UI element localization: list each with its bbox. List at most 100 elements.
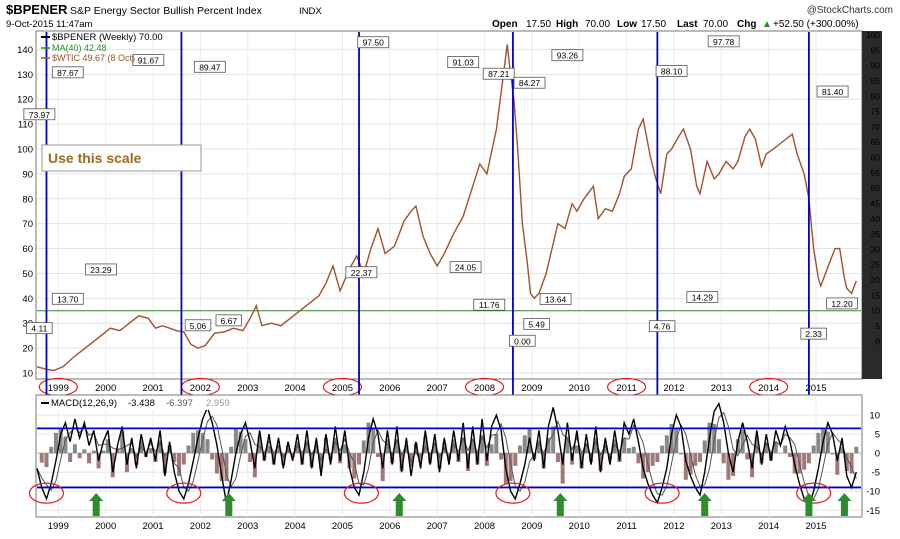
bpener-value-label: 14.29	[692, 293, 714, 303]
chg-label: Chg	[737, 19, 756, 30]
macd-histogram-bar	[726, 453, 731, 480]
macd-histogram-bar	[740, 430, 745, 454]
buy-arrow-icon	[837, 493, 852, 516]
macd-histogram-bar	[437, 453, 442, 469]
macd-tick-label: 10	[869, 411, 880, 422]
macd-histogram-bar	[840, 446, 845, 454]
x-axis-tick-label: 2013	[711, 383, 732, 394]
macd-line	[36, 401, 857, 509]
bpener-value-box	[707, 35, 740, 48]
bpener-value-box	[513, 76, 546, 89]
x-axis-tick-label: 2012	[663, 383, 684, 394]
buy-arrow-icon	[697, 493, 712, 516]
right-axis-tick-label: 10	[871, 306, 881, 316]
bpener-value-label: 6.67	[221, 316, 238, 326]
right-axis-tick-label: 25	[871, 260, 881, 270]
macd-low-circle	[28, 482, 65, 504]
left-axis-tick-label: 60	[22, 244, 33, 255]
macd-histogram-bar	[802, 453, 807, 470]
bpener-value-label: 0.00	[514, 336, 531, 346]
left-axis-tick-label: 50	[22, 269, 33, 280]
x-axis-tick-label: 2003	[237, 383, 258, 394]
macd-histogram-bar	[660, 445, 665, 454]
bpener-value-box	[345, 266, 378, 279]
macd-histogram-bar	[574, 445, 579, 454]
macd-histogram-bar	[849, 453, 854, 474]
scale-note-box	[41, 144, 202, 172]
macd-histogram-bar	[120, 431, 125, 454]
macd-histogram-bar	[702, 440, 707, 454]
macd-legend-bg	[38, 397, 278, 410]
macd-histogram-bar	[300, 453, 305, 465]
buy-arrow-icon	[392, 493, 407, 516]
right-axis-tick-label: 70	[871, 122, 881, 132]
high-value: 70.00	[585, 19, 610, 30]
buy-arrow-icon	[553, 493, 568, 516]
macd-marks	[28, 401, 861, 516]
macd-histogram-bar	[631, 446, 636, 454]
macd-histogram-bar	[854, 446, 859, 454]
x-axis-tick-label: 2006	[379, 383, 400, 394]
macd-histogram-bar	[342, 444, 347, 454]
left-axis-tick-label: 10	[22, 369, 33, 380]
x-axis-tick-label: 2008	[474, 383, 495, 394]
bpener-value-label: 4.76	[654, 322, 671, 332]
right-axis-band	[862, 31, 882, 379]
macd-histogram-bar	[787, 453, 792, 457]
last-label: Last	[677, 19, 698, 30]
bpener-value-label: 5.06	[190, 321, 207, 331]
right-axis-tick-label: 60	[871, 153, 881, 163]
left-axis-tick-label: 40	[22, 294, 33, 305]
open-label: Open	[492, 19, 518, 30]
macd-histogram-bar	[357, 453, 362, 465]
bpener-value-label: 22.37	[351, 268, 373, 278]
macd-histogram-bar	[536, 440, 541, 454]
macd-low-circle	[495, 482, 531, 504]
macd-low-circle	[796, 482, 832, 504]
bpener-value-label: 91.67	[138, 56, 160, 66]
macd-histogram-bar	[181, 453, 186, 465]
macd-x-axis-tick-label: 2010	[569, 521, 590, 532]
macd-histogram-bar	[347, 453, 352, 469]
macd-histogram-bar	[418, 453, 423, 460]
macd-histogram-bar	[276, 445, 281, 454]
bpener-value-label: 24.05	[455, 263, 477, 273]
scale-note-text: Use this scale	[48, 150, 142, 166]
high-label: High	[556, 19, 578, 30]
macd-histogram-bar	[754, 436, 759, 454]
macd-x-axis-tick-label: 2014	[758, 521, 779, 532]
macd-histogram-bar	[404, 445, 409, 454]
macd-histogram-bar	[205, 439, 210, 454]
main-plot-frame	[35, 30, 863, 380]
macd-histogram-bar	[229, 446, 234, 454]
macd-histogram-bar	[91, 450, 96, 454]
macd-low-circle	[166, 482, 202, 504]
macd-histogram-bar	[513, 453, 518, 466]
macd-histogram-bar	[106, 439, 111, 454]
bpener-value-box	[539, 293, 572, 305]
macd-histogram-bar	[129, 448, 134, 454]
macd-histogram-bar	[584, 442, 589, 454]
bpener-value-box	[686, 291, 719, 303]
macd-histogram-bar	[432, 444, 437, 454]
bpener-value-label: 97.50	[363, 38, 385, 48]
macd-histogram-bar	[101, 450, 106, 454]
symbol-description: S&P Energy Sector Bullish Percent Index	[70, 5, 263, 17]
macd-histogram-bar	[612, 439, 617, 454]
bpener-value-box	[482, 67, 515, 80]
right-axis-tick-label: 35	[871, 229, 881, 239]
macd-histogram-bar	[773, 441, 778, 454]
x-axis-tick-label: 1999	[48, 383, 69, 394]
macd-histogram-bar	[110, 453, 115, 478]
bpener-value-box	[23, 108, 56, 121]
macd-histogram-bar	[811, 445, 816, 454]
x-axis-tick-label: 2007	[427, 383, 448, 394]
x-axis-tick-label: 2005	[332, 383, 353, 394]
right-axis-tick-label: 15	[871, 290, 881, 300]
macd-x-axis-tick-label: 2009	[521, 521, 542, 532]
bpener-value-label: 23.29	[90, 265, 112, 275]
macd-histogram-bar	[551, 426, 556, 454]
macd-histogram-bar	[58, 427, 63, 454]
macd-histogram-bar	[82, 449, 87, 454]
macd-histogram-bar	[499, 453, 504, 460]
